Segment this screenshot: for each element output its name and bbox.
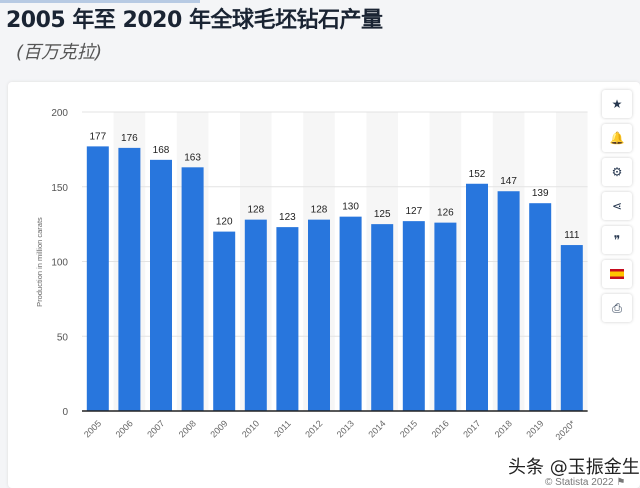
x-tick-label: 2017 — [461, 418, 482, 439]
bar-2015[interactable] — [402, 221, 425, 411]
bar-2019[interactable] — [529, 203, 552, 411]
data-label: 128 — [311, 205, 328, 216]
bar-2020*[interactable] — [560, 245, 583, 411]
star-icon: ★ — [611, 97, 623, 111]
print-button[interactable]: ⎙ — [602, 294, 632, 322]
x-tick-label: 2012 — [303, 418, 324, 439]
bar-2018[interactable] — [497, 191, 520, 411]
bar-2009[interactable] — [213, 231, 236, 411]
bar-2012[interactable] — [308, 219, 330, 411]
x-tick-label: 2009 — [208, 418, 229, 439]
bar-2005[interactable] — [86, 146, 109, 411]
y-tick-label: 200 — [51, 108, 68, 119]
flag-spain-icon — [610, 269, 624, 279]
page-title: 2005 年至 2020 年全球毛坯钻石产量 — [6, 8, 383, 33]
bar-2016[interactable] — [434, 222, 457, 411]
x-tick-label: 2010 — [240, 418, 261, 439]
flag-spain-button[interactable] — [602, 260, 632, 288]
share-icon: ⋖ — [611, 199, 623, 213]
data-label: 130 — [342, 202, 359, 213]
bar-2010[interactable] — [244, 219, 267, 411]
copyright: © Statista 2022 ⚑ — [545, 478, 625, 488]
y-tick-label: 150 — [51, 183, 68, 194]
share-button[interactable]: ⋖ — [602, 192, 632, 220]
bar-2017[interactable] — [466, 183, 488, 411]
x-tick-label: 2019 — [524, 418, 545, 439]
bar-2006[interactable] — [118, 147, 141, 411]
print-icon: ⎙ — [612, 300, 622, 315]
bell-icon: 🔔 — [609, 131, 625, 145]
gear-button[interactable]: ⚙ — [602, 158, 632, 186]
copyright-text: © Statista 2022 — [545, 477, 614, 488]
star-button[interactable]: ★ — [602, 90, 632, 118]
quote-icon: ❞ — [613, 233, 621, 247]
bar-2008[interactable] — [181, 167, 204, 411]
y-tick-label: 100 — [51, 258, 68, 269]
data-label: 163 — [184, 152, 201, 163]
x-tick-label: 2018 — [493, 418, 514, 439]
x-tick-label: 2007 — [145, 418, 166, 439]
x-tick-label: 2014 — [366, 418, 387, 439]
x-tick-label: 2011 — [272, 418, 293, 439]
data-label: 125 — [374, 209, 391, 220]
data-label: 176 — [121, 133, 138, 144]
data-label: 123 — [279, 212, 296, 223]
x-tick-label: 2020* — [554, 418, 578, 442]
data-label: 111 — [564, 230, 580, 241]
bell-button[interactable]: 🔔 — [602, 124, 632, 152]
x-tick-label: 2016 — [430, 418, 451, 439]
watermark: 头条 @玉振金生 — [508, 457, 640, 478]
top-link-strip — [0, 0, 200, 3]
data-label: 128 — [247, 205, 264, 216]
data-label: 152 — [469, 169, 486, 180]
bar-2014[interactable] — [371, 224, 394, 411]
quote-button[interactable]: ❞ — [602, 226, 632, 254]
data-label: 177 — [89, 131, 106, 142]
data-label: 120 — [216, 217, 233, 228]
flag-icon[interactable]: ⚑ — [616, 477, 626, 488]
gear-icon: ⚙ — [611, 165, 623, 179]
data-label: 147 — [500, 176, 517, 187]
bar-2013[interactable] — [339, 216, 362, 411]
x-tick-label: 2013 — [335, 418, 356, 439]
data-label: 127 — [405, 206, 422, 217]
page-subtitle: (百万克拉) — [16, 42, 103, 63]
y-tick-label: 50 — [57, 332, 69, 343]
bar-2011[interactable] — [276, 227, 299, 411]
x-tick-label: 2006 — [114, 418, 135, 439]
bar-2007[interactable] — [150, 159, 172, 411]
x-tick-label: 2005 — [82, 418, 103, 439]
data-label: 126 — [437, 208, 454, 219]
x-tick-label: 2008 — [177, 418, 198, 439]
data-label: 168 — [153, 145, 170, 156]
y-axis-label: Production in million carats — [35, 217, 44, 307]
data-label: 139 — [532, 188, 549, 199]
x-tick-label: 2015 — [398, 418, 419, 439]
y-tick-label: 0 — [62, 407, 68, 418]
